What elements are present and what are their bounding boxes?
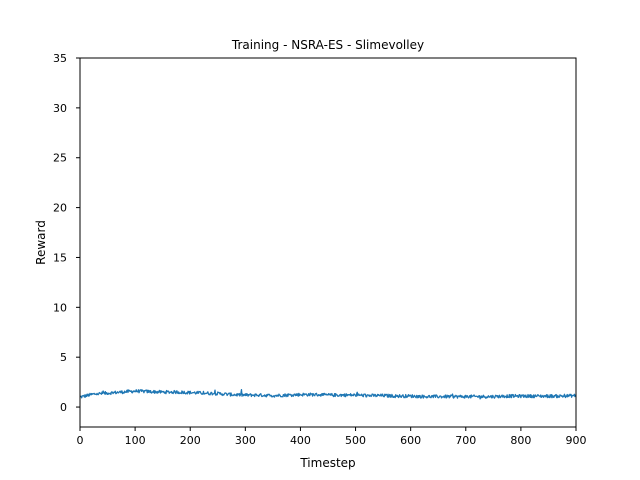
y-tick-label: 5 <box>60 351 67 364</box>
x-tick-label: 600 <box>400 434 421 447</box>
y-axis-label: Reward <box>34 220 48 265</box>
y-tick-label: 35 <box>53 52 67 65</box>
x-tick-label: 100 <box>125 434 146 447</box>
x-tick-label: 800 <box>510 434 531 447</box>
y-tick-label: 15 <box>53 251 67 264</box>
x-axis: 0 100 200 300 400 500 600 700 800 900 <box>77 427 587 447</box>
plot-frame <box>79 57 577 428</box>
series-line <box>79 389 577 400</box>
x-tick-label: 300 <box>235 434 256 447</box>
y-tick-label: 0 <box>60 401 67 414</box>
y-axis: 0 5 10 15 20 25 30 35 <box>53 52 80 414</box>
y-tick-label: 30 <box>53 102 67 115</box>
x-tick-label: 0 <box>77 434 84 447</box>
x-tick-label: 900 <box>566 434 587 447</box>
x-tick-label: 200 <box>180 434 201 447</box>
x-tick-label: 700 <box>455 434 476 447</box>
y-tick-label: 25 <box>53 152 67 165</box>
chart-title: Training - NSRA-ES - Slimevolley <box>231 38 424 52</box>
y-tick-label: 20 <box>53 202 67 215</box>
x-tick-label: 400 <box>290 434 311 447</box>
y-tick-label: 10 <box>53 301 67 314</box>
x-tick-label: 500 <box>345 434 366 447</box>
x-axis-label: Timestep <box>299 456 355 470</box>
